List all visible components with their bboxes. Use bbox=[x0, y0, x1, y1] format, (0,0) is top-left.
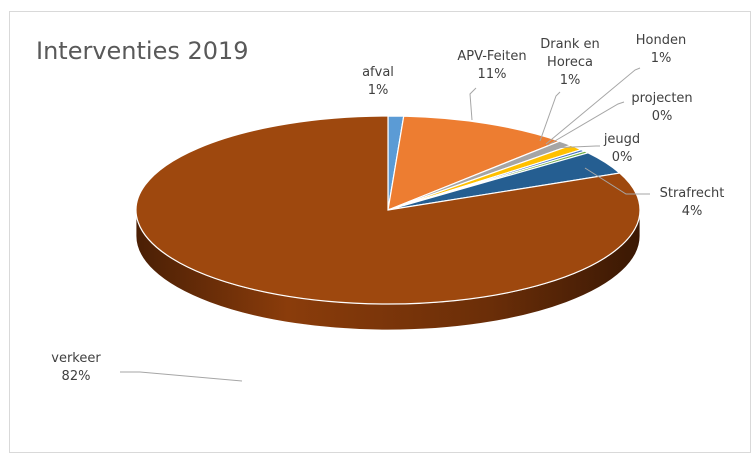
data-value-verkeer: 82% bbox=[62, 369, 91, 384]
leader-line-verkeer bbox=[120, 371, 243, 382]
data-label-drank-en-horeca-line1: Drank en bbox=[540, 37, 599, 52]
data-label-jeugd: jeugd bbox=[603, 132, 640, 147]
data-value-honden: 1% bbox=[651, 51, 672, 66]
leader-line-jeugd bbox=[549, 145, 600, 149]
leader-line-strafrecht bbox=[584, 167, 650, 195]
leader-line-drank-en-horeca bbox=[539, 91, 561, 142]
data-value-strafrecht: 4% bbox=[682, 204, 703, 219]
leader-line-projecten bbox=[547, 101, 625, 146]
data-value-afval: 1% bbox=[368, 83, 389, 98]
data-label-verkeer: verkeer bbox=[51, 351, 101, 366]
data-label-apv-feiten: APV-Feiten bbox=[457, 49, 526, 64]
leader-line-apv-feiten bbox=[469, 87, 477, 121]
data-value-jeugd: 0% bbox=[612, 150, 633, 165]
data-label-projecten: projecten bbox=[631, 91, 692, 106]
data-value-apv-feiten: 11% bbox=[478, 67, 507, 82]
data-label-afval: afval bbox=[362, 65, 394, 80]
leader-line-honden bbox=[545, 67, 641, 145]
data-label-strafrecht: Strafrecht bbox=[660, 186, 725, 201]
data-label-drank-en-horeca-line2: Horeca bbox=[547, 55, 593, 70]
data-value-projecten: 0% bbox=[652, 109, 673, 124]
pie-slice-apv-feiten bbox=[387, 115, 562, 211]
data-value-drank-en-horeca: 1% bbox=[560, 73, 581, 88]
chart-title: Interventies 2019 bbox=[36, 37, 249, 65]
pie-slice-verkeer bbox=[135, 115, 641, 305]
data-label-honden: Honden bbox=[636, 33, 686, 48]
